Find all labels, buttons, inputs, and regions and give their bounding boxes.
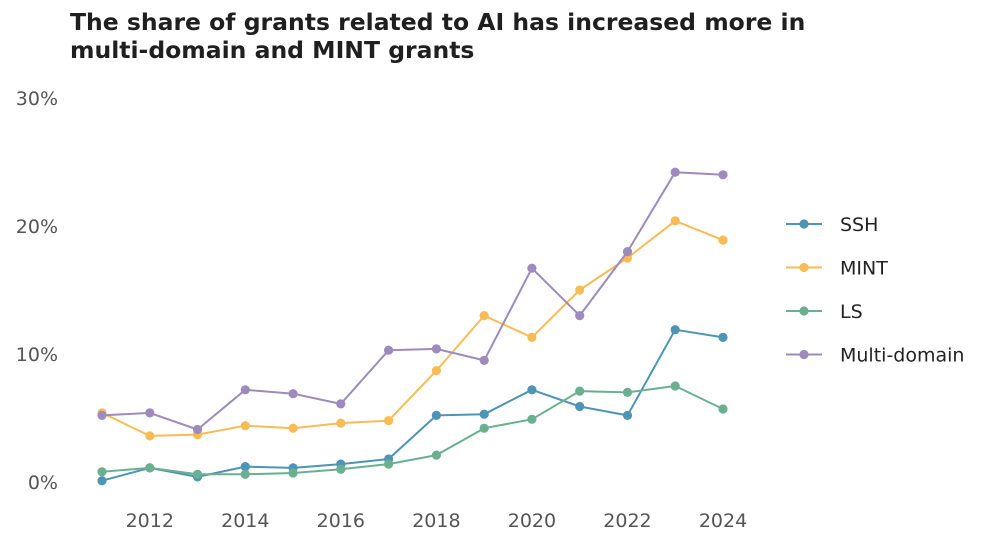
data-point-multi-domain — [431, 344, 441, 354]
data-point-ls — [97, 467, 107, 477]
data-point-multi-domain — [384, 345, 394, 355]
series-line-ssh — [101, 328, 724, 482]
legend-label: MINT — [840, 258, 888, 280]
x-tick-label: 2016 — [317, 510, 365, 532]
data-point-ssh — [97, 476, 107, 486]
series-line-ls — [101, 385, 724, 476]
y-tick-label: 0% — [28, 472, 58, 494]
legend-item-ls: LS — [786, 301, 863, 323]
chart-title: The share of grants related to AI has in… — [70, 8, 950, 64]
data-point-ls — [479, 423, 489, 433]
series-line-multi-domain — [101, 171, 724, 431]
data-point-multi-domain — [97, 410, 107, 420]
legend-label: Multi-domain — [840, 345, 964, 367]
data-point-ls — [622, 387, 633, 397]
data-point-ssh — [622, 410, 633, 420]
data-point-ls — [240, 469, 250, 479]
data-point-mint — [240, 421, 250, 431]
legend-marker — [799, 219, 809, 229]
data-point-multi-domain — [622, 247, 633, 257]
data-point-ls — [575, 386, 585, 396]
data-point-mint — [288, 423, 298, 433]
x-tick-label: 2020 — [508, 510, 556, 532]
data-point-multi-domain — [575, 311, 585, 321]
data-point-mint — [145, 431, 155, 441]
data-point-ssh — [670, 325, 680, 335]
data-point-mint — [479, 311, 489, 321]
x-tick-label: 2014 — [221, 510, 269, 532]
data-point-multi-domain — [288, 389, 298, 399]
data-point-mint — [718, 235, 728, 245]
legend-label: SSH — [840, 214, 878, 236]
data-point-multi-domain — [670, 167, 680, 177]
data-point-mint — [670, 216, 680, 226]
y-axis: 0% 10% 20% 30% — [16, 88, 58, 494]
data-point-ssh — [575, 401, 585, 412]
data-point-multi-domain — [240, 385, 250, 395]
legend-label: LS — [840, 301, 863, 323]
chart-title-line-1: The share of grants related to AI has in… — [70, 8, 806, 36]
data-point-ssh — [479, 409, 489, 419]
data-point-ls — [145, 463, 155, 473]
data-point-ls — [384, 459, 394, 469]
data-point-ssh — [240, 462, 250, 472]
data-point-mint — [431, 366, 441, 376]
x-tick-label: 2012 — [126, 510, 174, 532]
legend: SSH MINT LS Multi-domain — [786, 214, 964, 367]
data-point-ls — [670, 381, 680, 391]
y-tick-label: 10% — [16, 344, 58, 366]
data-point-ls — [718, 404, 728, 414]
data-point-multi-domain — [718, 170, 728, 180]
x-axis: 2012 2014 2016 2018 2020 2022 2024 — [126, 510, 748, 532]
legend-item-ssh: SSH — [786, 214, 878, 236]
data-point-multi-domain — [527, 263, 537, 273]
data-point-ssh — [718, 332, 728, 342]
data-point-mint — [384, 416, 394, 426]
data-point-multi-domain — [336, 399, 346, 409]
data-point-multi-domain — [145, 408, 155, 418]
legend-marker — [799, 349, 809, 360]
data-point-multi-domain — [479, 355, 489, 365]
legend-item-mint: MINT — [786, 258, 888, 280]
x-tick-label: 2024 — [699, 510, 747, 532]
data-point-ssh — [431, 410, 441, 420]
y-tick-label: 20% — [16, 216, 58, 238]
data-point-ssh — [527, 385, 537, 395]
legend-marker — [799, 262, 809, 273]
data-point-mint — [527, 332, 537, 342]
data-point-ls — [431, 450, 441, 460]
legend-item-multi-domain: Multi-domain — [786, 345, 964, 367]
data-point-ls — [192, 469, 203, 479]
data-point-mint — [575, 285, 585, 295]
chart-title-line-2: multi-domain and MINT grants — [70, 36, 475, 64]
data-point-ls — [336, 464, 346, 474]
series-layer — [97, 167, 728, 486]
series-ls — [97, 381, 728, 479]
x-tick-label: 2022 — [603, 510, 651, 532]
series-multi-domain — [97, 167, 728, 435]
data-point-mint — [336, 418, 346, 428]
legend-marker — [799, 306, 809, 316]
data-point-ls — [288, 468, 298, 478]
data-point-ls — [527, 414, 537, 424]
data-point-multi-domain — [192, 424, 203, 435]
y-tick-label: 30% — [16, 88, 58, 110]
x-tick-label: 2018 — [412, 510, 460, 532]
